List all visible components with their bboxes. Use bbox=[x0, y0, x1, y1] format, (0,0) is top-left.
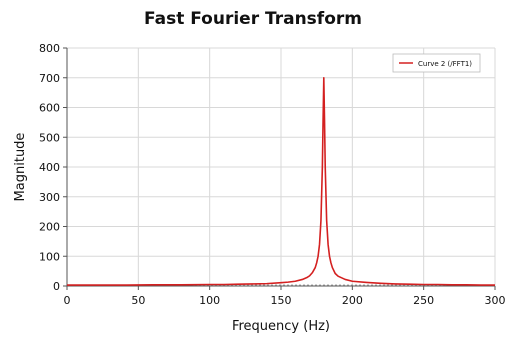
grid-lines bbox=[67, 47, 496, 286]
y-tick-label: 200 bbox=[39, 221, 60, 234]
x-tick-label: 50 bbox=[131, 294, 145, 307]
tick-labels: 0 50 100 150 200 250 300 0 100 200 300 400 500 600 700… bbox=[39, 42, 506, 307]
y-tick-label: 700 bbox=[39, 72, 60, 85]
y-axis-label: Magnitude bbox=[13, 133, 28, 202]
series-line bbox=[67, 76, 495, 286]
x-tick-label: 200 bbox=[342, 294, 363, 307]
x-tick-label: 300 bbox=[485, 294, 506, 307]
x-tick-label: 150 bbox=[271, 294, 292, 307]
x-tick-label: 100 bbox=[199, 294, 220, 307]
y-tick-label: 400 bbox=[39, 161, 60, 174]
y-tick-label: 300 bbox=[39, 191, 60, 204]
y-tick-label: 600 bbox=[39, 102, 60, 115]
chart-title: Fast Fourier Transform bbox=[144, 9, 362, 29]
x-axis-label: Frequency (Hz) bbox=[232, 319, 330, 334]
y-tick-label: 500 bbox=[39, 131, 60, 144]
series-layer bbox=[67, 76, 495, 286]
legend: Curve 2 (/FFT1) bbox=[392, 53, 481, 73]
y-tick-label: 800 bbox=[39, 42, 60, 55]
x-tick-label: 0 bbox=[64, 294, 71, 307]
y-tick-label: 0 bbox=[53, 280, 60, 293]
legend-box bbox=[392, 53, 481, 73]
x-tick-label: 250 bbox=[413, 294, 434, 307]
legend-entry-label: Curve 2 (/FFT1) bbox=[418, 60, 472, 68]
y-tick-label: 100 bbox=[39, 250, 60, 263]
